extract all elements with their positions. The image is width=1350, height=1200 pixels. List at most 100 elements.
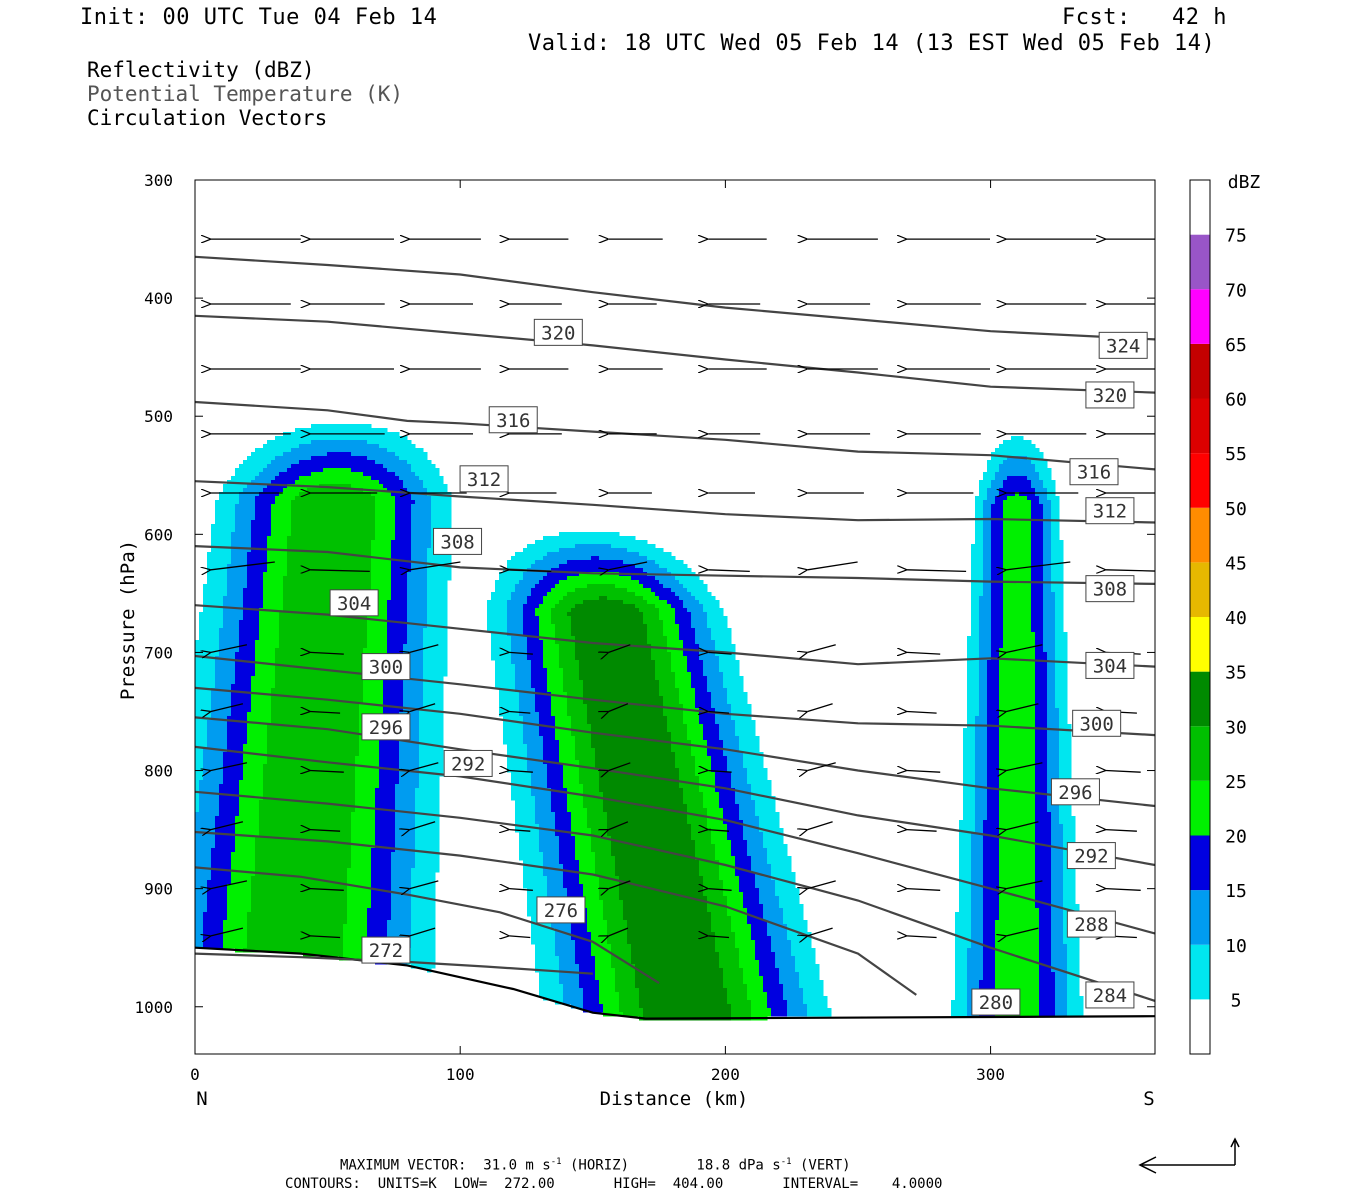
reflectivity-cell [347, 820, 352, 825]
reflectivity-cell [331, 684, 336, 689]
reflectivity-cell [263, 672, 268, 677]
reflectivity-cell [219, 652, 224, 657]
reflectivity-cell [199, 724, 204, 729]
reflectivity-cell [243, 460, 248, 465]
reflectivity-cell [303, 712, 308, 717]
reflectivity-cell [235, 748, 240, 753]
reflectivity-cell [251, 788, 256, 793]
reflectivity-cell [231, 720, 236, 725]
reflectivity-cell [323, 772, 328, 777]
reflectivity-cell [323, 500, 328, 505]
reflectivity-cell [323, 492, 328, 497]
reflectivity-cell [307, 756, 312, 761]
reflectivity-cell [263, 892, 268, 897]
reflectivity-cell [319, 448, 324, 453]
reflectivity-cell [251, 892, 256, 897]
reflectivity-cell [319, 880, 324, 885]
reflectivity-cell [307, 896, 312, 901]
reflectivity-cell [323, 600, 328, 605]
reflectivity-cell [331, 804, 336, 809]
reflectivity-cell [259, 556, 264, 561]
reflectivity-cell [219, 596, 224, 601]
reflectivity-cell [279, 788, 284, 793]
reflectivity-cell [283, 540, 288, 545]
reflectivity-cell [199, 684, 204, 689]
reflectivity-cell [207, 812, 212, 817]
reflectivity-cell [259, 456, 264, 461]
reflectivity-cell [231, 788, 236, 793]
reflectivity-cell [239, 932, 244, 937]
reflectivity-cell [323, 440, 328, 445]
reflectivity-cell [255, 556, 260, 561]
reflectivity-cell [223, 828, 228, 833]
reflectivity-cell [343, 712, 348, 717]
reflectivity-cell [295, 764, 300, 769]
reflectivity-cell [339, 688, 344, 693]
reflectivity-cell [279, 712, 284, 717]
reflectivity-cell [335, 548, 340, 553]
reflectivity-cell [231, 660, 236, 665]
reflectivity-cell [307, 912, 312, 917]
reflectivity-cell [235, 772, 240, 777]
reflectivity-cell [251, 584, 256, 589]
reflectivity-cell [207, 600, 212, 605]
reflectivity-cell [247, 704, 252, 709]
reflectivity-cell [343, 716, 348, 721]
reflectivity-cell [235, 912, 240, 917]
reflectivity-cell [267, 772, 272, 777]
reflectivity-cell [323, 896, 328, 901]
reflectivity-cell [239, 936, 244, 941]
reflectivity-cell [231, 692, 236, 697]
reflectivity-cell [327, 952, 332, 957]
reflectivity-cell [335, 856, 340, 861]
reflectivity-cell [315, 684, 320, 689]
reflectivity-cell [339, 664, 344, 669]
reflectivity-cell [283, 780, 288, 785]
reflectivity-cell [275, 612, 280, 617]
reflectivity-cell [247, 716, 252, 721]
reflectivity-cell [211, 572, 216, 577]
reflectivity-cell [291, 764, 296, 769]
reflectivity-cell [343, 724, 348, 729]
reflectivity-cell [195, 644, 200, 649]
reflectivity-cell [283, 732, 288, 737]
reflectivity-cell [255, 548, 260, 553]
reflectivity-cell [335, 788, 340, 793]
reflectivity-cell [303, 496, 308, 501]
reflectivity-cell [271, 584, 276, 589]
reflectivity-cell [219, 632, 224, 637]
reflectivity-cell [227, 636, 232, 641]
reflectivity-cell [311, 792, 316, 797]
reflectivity-cell [331, 740, 336, 745]
reflectivity-cell [267, 676, 272, 681]
reflectivity-cell [231, 808, 236, 813]
reflectivity-cell [283, 616, 288, 621]
reflectivity-cell [315, 948, 320, 953]
reflectivity-cell [303, 932, 308, 937]
reflectivity-cell [199, 688, 204, 693]
reflectivity-cell [323, 692, 328, 697]
reflectivity-cell [211, 660, 216, 665]
reflectivity-cell [227, 544, 232, 549]
reflectivity-cell [311, 896, 316, 901]
reflectivity-cell [331, 764, 336, 769]
reflectivity-cell [203, 676, 208, 681]
reflectivity-cell [319, 788, 324, 793]
reflectivity-cell [311, 640, 316, 645]
reflectivity-cell [247, 824, 252, 829]
reflectivity-cell [291, 604, 296, 609]
reflectivity-cell [279, 848, 284, 853]
reflectivity-cell [315, 724, 320, 729]
reflectivity-cell [339, 952, 344, 957]
reflectivity-cell [327, 736, 332, 741]
reflectivity-cell [267, 532, 272, 537]
reflectivity-cell [231, 640, 236, 645]
reflectivity-cell [259, 664, 264, 669]
reflectivity-cell [331, 940, 336, 945]
reflectivity-cell [271, 516, 276, 521]
reflectivity-cell [267, 916, 272, 921]
reflectivity-cell [343, 860, 348, 865]
reflectivity-cell [275, 492, 280, 497]
reflectivity-cell [271, 936, 276, 941]
reflectivity-cell [199, 712, 204, 717]
